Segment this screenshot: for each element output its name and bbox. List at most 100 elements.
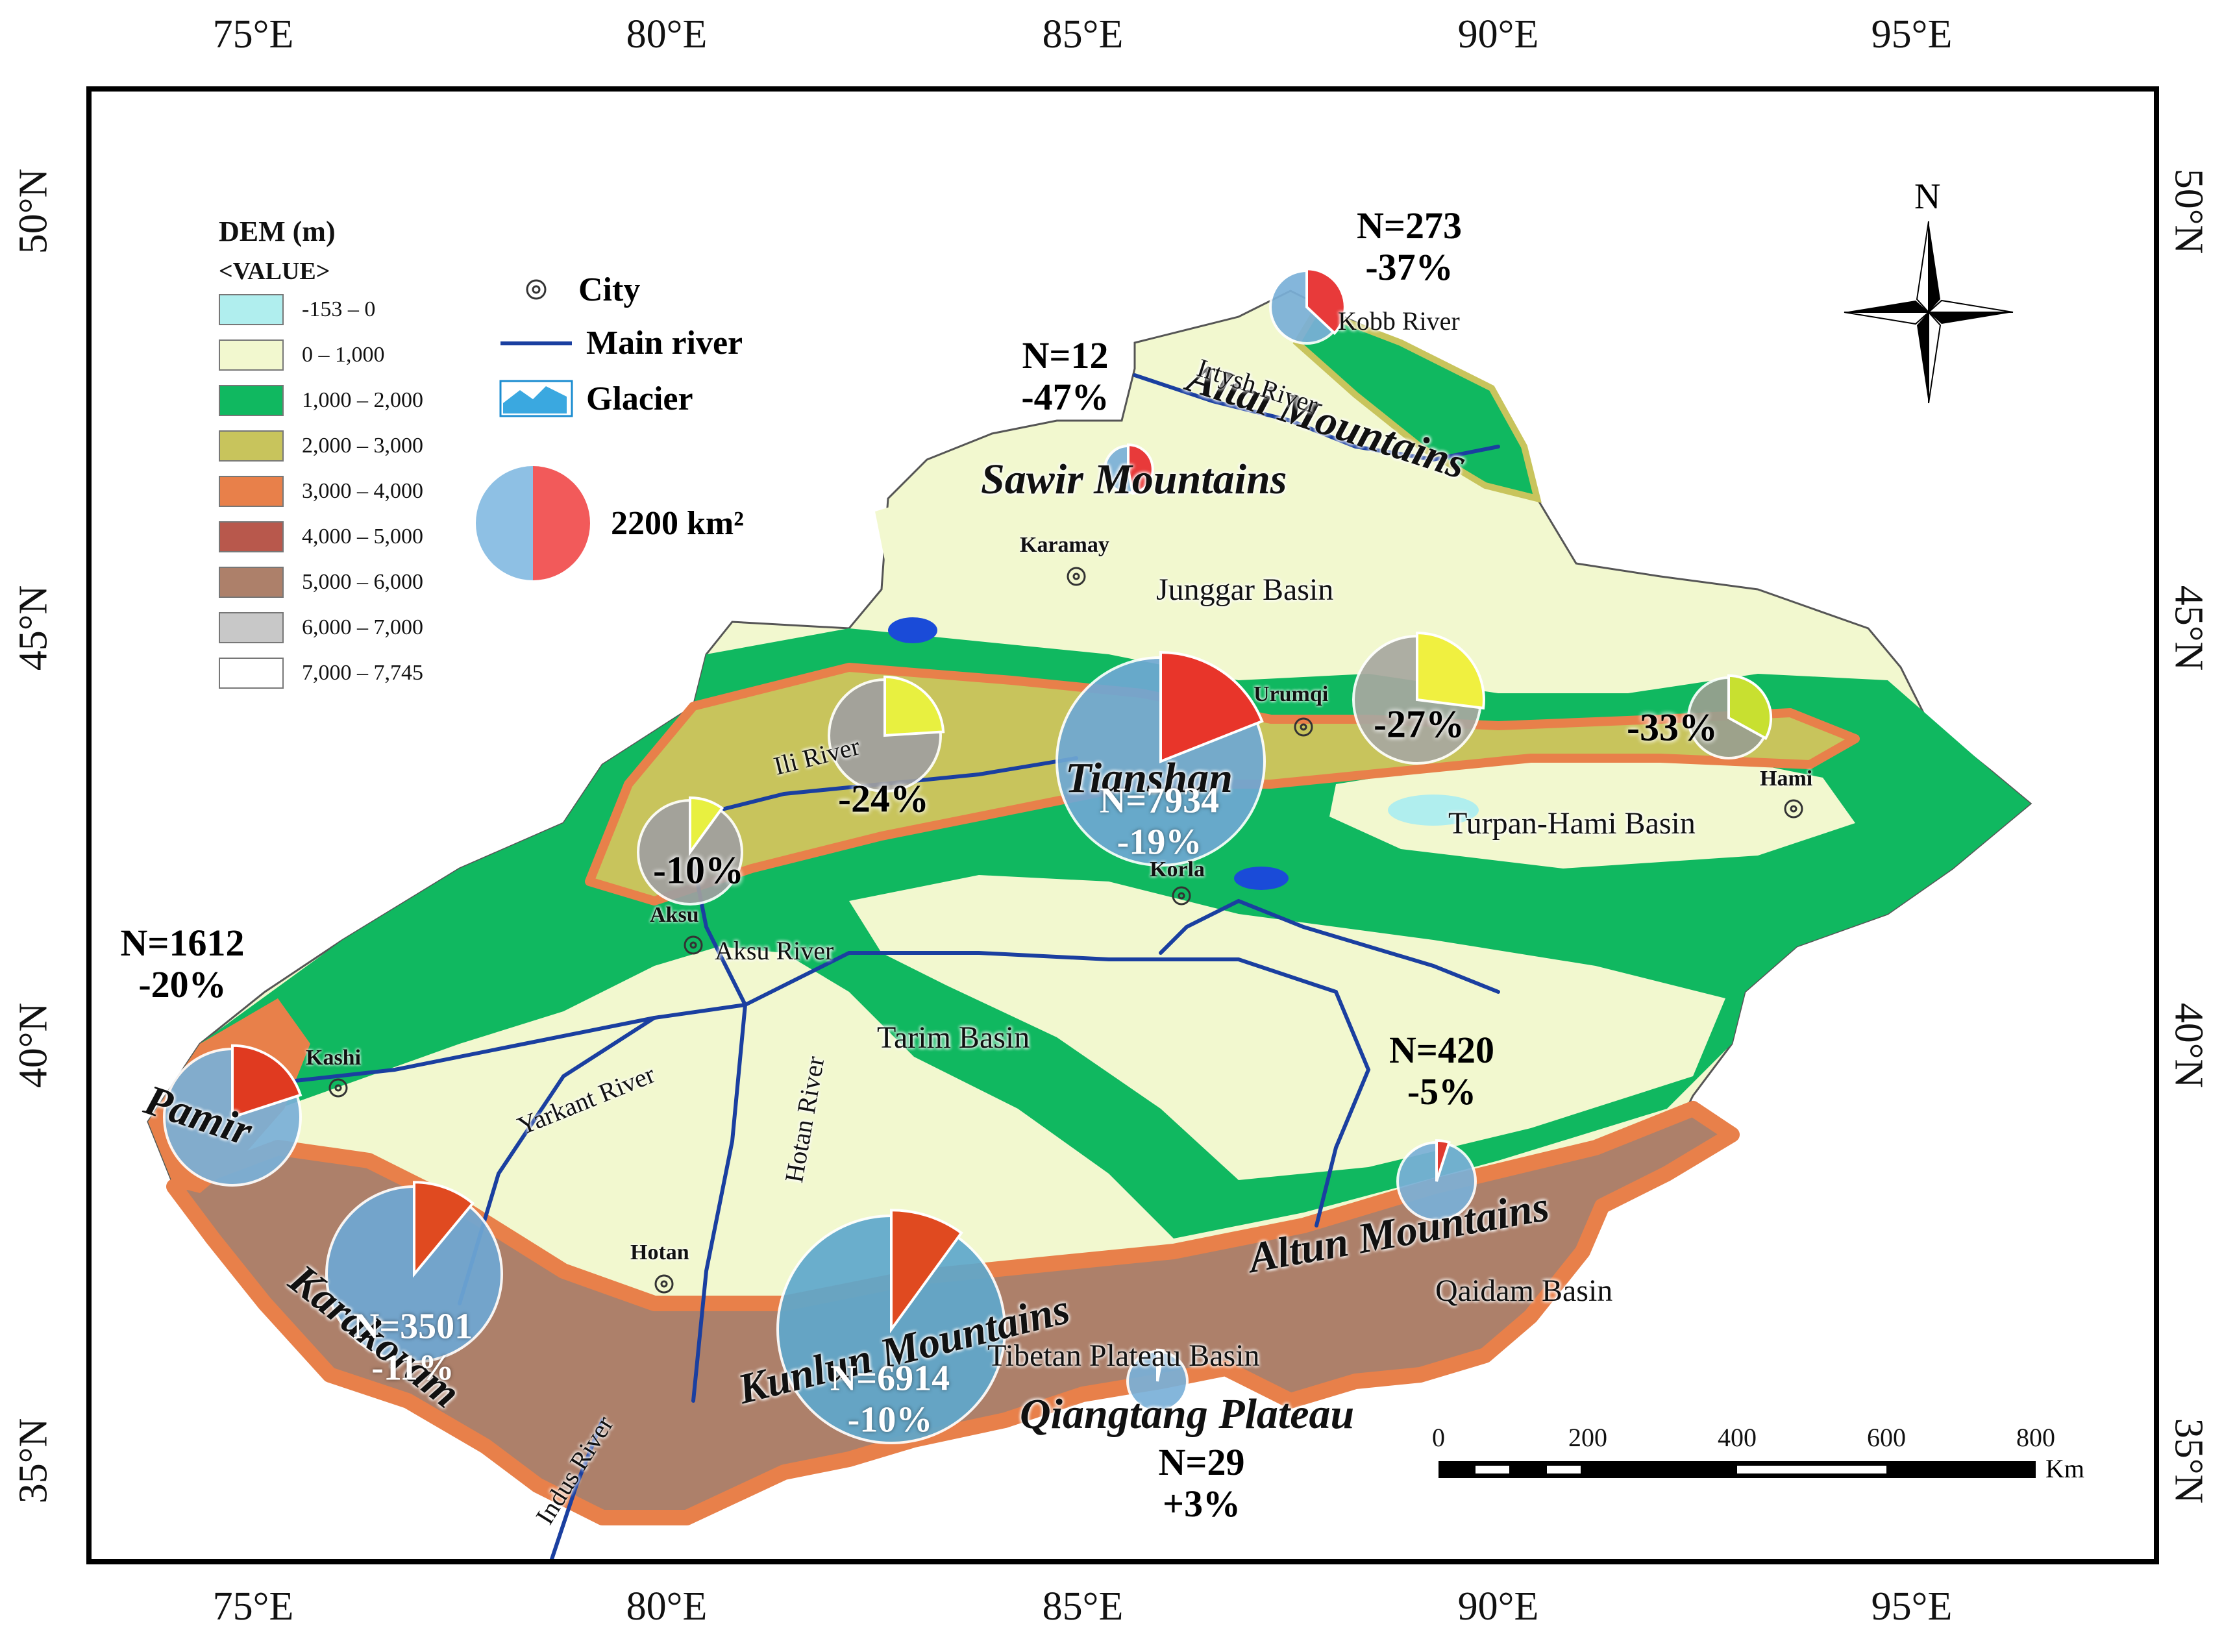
lat-tick-left-35: 35°N	[11, 1418, 56, 1504]
legend-row: -153 – 0	[219, 294, 376, 325]
river-korla	[1159, 898, 1500, 994]
lat-tick-left-50: 50°N	[11, 168, 56, 254]
legend-river-label: Main river	[586, 325, 743, 362]
lon-tick-bottom-80: 80°E	[626, 1584, 708, 1629]
legend-class-label: 1,000 – 2,000	[302, 388, 423, 412]
label-tianshan: Tianshan	[1065, 754, 1233, 802]
legend-swatch	[219, 339, 284, 371]
lon-tick-top-95: 95°E	[1871, 12, 1953, 56]
legend-row: 4,000 – 5,000	[219, 521, 423, 552]
legend-row: 2,000 – 3,000	[219, 430, 423, 462]
lon-tick-top-75: 75°E	[212, 12, 294, 56]
city-symbol-icon	[526, 279, 547, 300]
scale-tick-800: 800	[2016, 1423, 2055, 1452]
scale-bar: 0 200 400 600 800 Km	[1429, 1422, 2143, 1500]
river-indus	[549, 1418, 604, 1559]
kunlun-stats: N=6914 -10%	[830, 1358, 950, 1440]
legend-title: DEM (m)	[219, 216, 336, 247]
label-city-kashi: Kashi	[306, 1046, 362, 1070]
legend-swatch	[219, 567, 284, 598]
lake-turpan	[1388, 795, 1479, 826]
legend-class-label: 7,000 – 7,745	[302, 661, 423, 685]
legend-row: 1,000 – 2,000	[219, 385, 423, 416]
legend-value-label: <VALUE>	[219, 258, 330, 285]
legend-swatch	[219, 294, 284, 325]
river-irtysh	[1133, 373, 1500, 462]
city-marker-kashi	[328, 1078, 348, 1098]
label-city-hotan: Hotan	[630, 1240, 689, 1264]
glacier-symbol-icon	[499, 380, 573, 417]
city-marker-hami	[1784, 799, 1803, 819]
legend-city-label: City	[578, 271, 641, 308]
turpan-lowland	[1329, 752, 1855, 869]
city-marker-karamay	[1067, 567, 1086, 586]
lat-tick-left-45: 45°N	[11, 585, 56, 671]
legend-pie-reference-label: 2200 km²	[611, 504, 744, 542]
legend-city: City	[507, 267, 640, 312]
label-city-urumqi: Urumqi	[1253, 682, 1329, 706]
altai-stats: N=273 -37%	[1357, 204, 1462, 288]
dem-legend: DEM (m) <VALUE> -153 – 0 0 – 1,000 1,000 –…	[219, 215, 491, 697]
label-turpan-hami-basin: Turpan-Hami Basin	[1448, 806, 1696, 841]
legend-rows: -153 – 0 0 – 1,000 1,000 – 2,000 2,000 – 3,…	[219, 294, 491, 697]
legend-swatch	[219, 430, 284, 462]
map-frame: DEM (m) <VALUE> -153 – 0 0 – 1,000 1,000 –…	[86, 86, 2159, 1564]
label-tarim-basin: Tarim Basin	[877, 1020, 1030, 1055]
north-arrow: N	[1831, 176, 2026, 404]
lat-tick-right-50: 50°N	[2166, 168, 2211, 254]
legend-class-label: 2,000 – 3,000	[302, 434, 423, 458]
lake-bosten	[1234, 867, 1289, 890]
legend-class-label: 6,000 – 7,000	[302, 615, 423, 639]
sawir-stats: N=12 -47%	[1021, 334, 1109, 418]
lon-tick-bottom-75: 75°E	[212, 1584, 294, 1629]
tianshan-east2-stats: -33%	[1627, 706, 1718, 749]
label-tibetan-plateau-basin: Tibetan Plateau Basin	[987, 1338, 1260, 1373]
legend-pie-reference: 2200 km²	[475, 465, 744, 582]
legend-row: 7,000 – 7,745	[219, 658, 423, 689]
scale-unit: Km	[2045, 1454, 2084, 1483]
qiangtang-stats: N=29 +3%	[1158, 1441, 1245, 1525]
scale-tick-400: 400	[1718, 1423, 1757, 1452]
reference-pie-icon	[476, 466, 590, 580]
legend-river: Main river	[494, 324, 743, 362]
altun-stats: N=420 -5%	[1389, 1029, 1494, 1113]
legend-swatch	[219, 521, 284, 552]
river-kashi	[276, 1016, 656, 1085]
river-tarim	[743, 951, 1371, 1227]
label-qaidam-basin: Qaidam Basin	[1435, 1274, 1613, 1308]
ili-stats: -24%	[838, 777, 929, 820]
legend-swatch	[219, 612, 284, 643]
legend-row: 0 – 1,000	[219, 339, 385, 371]
tarim-lowland	[849, 875, 1725, 1180]
scale-tick-200: 200	[1568, 1423, 1607, 1452]
label-city-aksu: Aksu	[650, 903, 699, 927]
river-hotan	[691, 1003, 747, 1403]
lon-tick-bottom-90: 90°E	[1457, 1584, 1539, 1629]
compass-icon	[1844, 221, 2014, 404]
legend-glacier: Glacier	[494, 377, 693, 420]
legend-class-label: 4,000 – 5,000	[302, 524, 423, 549]
label-kobb-river: Kobb River	[1338, 306, 1460, 336]
city-symbols	[328, 567, 1803, 1294]
legend-row: 6,000 – 7,000	[219, 612, 423, 643]
lat-tick-right-45: 45°N	[2166, 585, 2211, 671]
legend-class-label: 5,000 – 6,000	[302, 570, 423, 594]
legend-class-label: 3,000 – 4,000	[302, 479, 423, 503]
legend-swatch	[219, 385, 284, 416]
label-aksu-river: Aksu River	[715, 936, 834, 965]
aksu-stats: -10%	[653, 848, 744, 892]
lat-tick-left-40: 40°N	[11, 1002, 56, 1089]
lon-tick-top-85: 85°E	[1042, 12, 1124, 56]
label-city-karamay: Karamay	[1020, 533, 1109, 557]
legend-class-label: -153 – 0	[302, 297, 376, 321]
city-marker-korla	[1172, 886, 1191, 906]
legend-row: 3,000 – 4,000	[219, 476, 423, 507]
river-symbol-icon	[500, 341, 572, 345]
north-arrow-label: N	[1914, 177, 1941, 217]
scale-tick-0: 0	[1432, 1423, 1445, 1452]
tianshan-east1-stats: -27%	[1374, 702, 1464, 746]
lon-tick-bottom-85: 85°E	[1042, 1584, 1124, 1629]
label-sawir-mountains: Sawir Mountains	[981, 456, 1287, 503]
lon-tick-bottom-95: 95°E	[1871, 1584, 1953, 1629]
junggar-lowland	[875, 447, 1433, 641]
